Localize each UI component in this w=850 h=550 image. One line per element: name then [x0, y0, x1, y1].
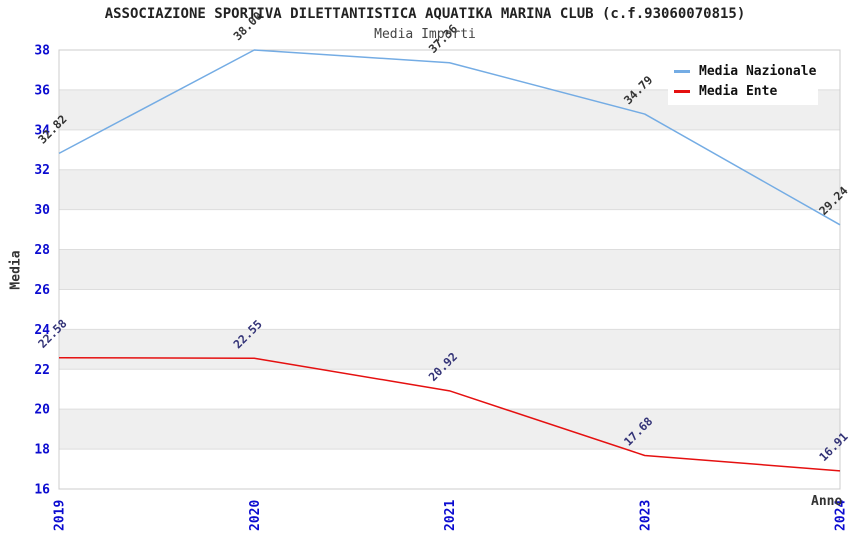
legend-label: Media Ente — [699, 83, 778, 99]
chart-legend: Media Nazionale Media Ente — [668, 57, 818, 105]
y-axis-tick-label: 32 — [34, 163, 50, 178]
x-axis-tick-label: 2019 — [53, 500, 68, 531]
x-axis-tick-label: 2024 — [834, 500, 849, 531]
legend-line-sample-icon — [674, 69, 690, 73]
y-axis-tick-label: 26 — [34, 283, 50, 298]
x-axis-tick-label: 2023 — [638, 500, 653, 531]
y-axis-tick-label: 20 — [34, 403, 50, 418]
y-axis-tick-label: 22 — [34, 363, 50, 378]
series-line-media-ente — [58, 356, 841, 472]
grid-band — [59, 409, 840, 450]
legend-item-media-nazionale: Media Nazionale — [674, 61, 818, 81]
y-axis-tick-label: 24 — [34, 323, 50, 338]
x-axis-title: Anno — [811, 494, 843, 509]
grid-band — [59, 169, 840, 210]
y-axis-tick-label: 38 — [34, 44, 50, 59]
series-line-media-nazionale — [58, 49, 841, 226]
legend-item-media-ente: Media Ente — [674, 81, 818, 101]
y-axis-title: Media — [8, 250, 24, 290]
chart-title: ASSOCIAZIONE SPORTIVA DILETTANTISTICA AQ… — [104, 6, 746, 22]
legend-line-sample-icon — [674, 89, 690, 93]
y-axis-tick-label: 34 — [34, 123, 50, 138]
legend-label: Media Nazionale — [699, 63, 817, 79]
x-axis-tick-label: 2021 — [443, 500, 458, 531]
y-axis-tick-label: 28 — [34, 243, 50, 258]
grid-band — [59, 249, 840, 290]
y-axis-tick-label: 30 — [34, 203, 50, 218]
chart-subtitle: Media Importi — [374, 27, 476, 42]
y-axis-tick-label: 16 — [34, 483, 50, 498]
x-axis-tick-label: 2020 — [248, 500, 263, 531]
grid-band — [59, 329, 840, 370]
y-axis-tick-label: 36 — [34, 83, 50, 98]
y-axis-tick-label: 18 — [34, 443, 50, 458]
plot-border — [58, 49, 841, 490]
